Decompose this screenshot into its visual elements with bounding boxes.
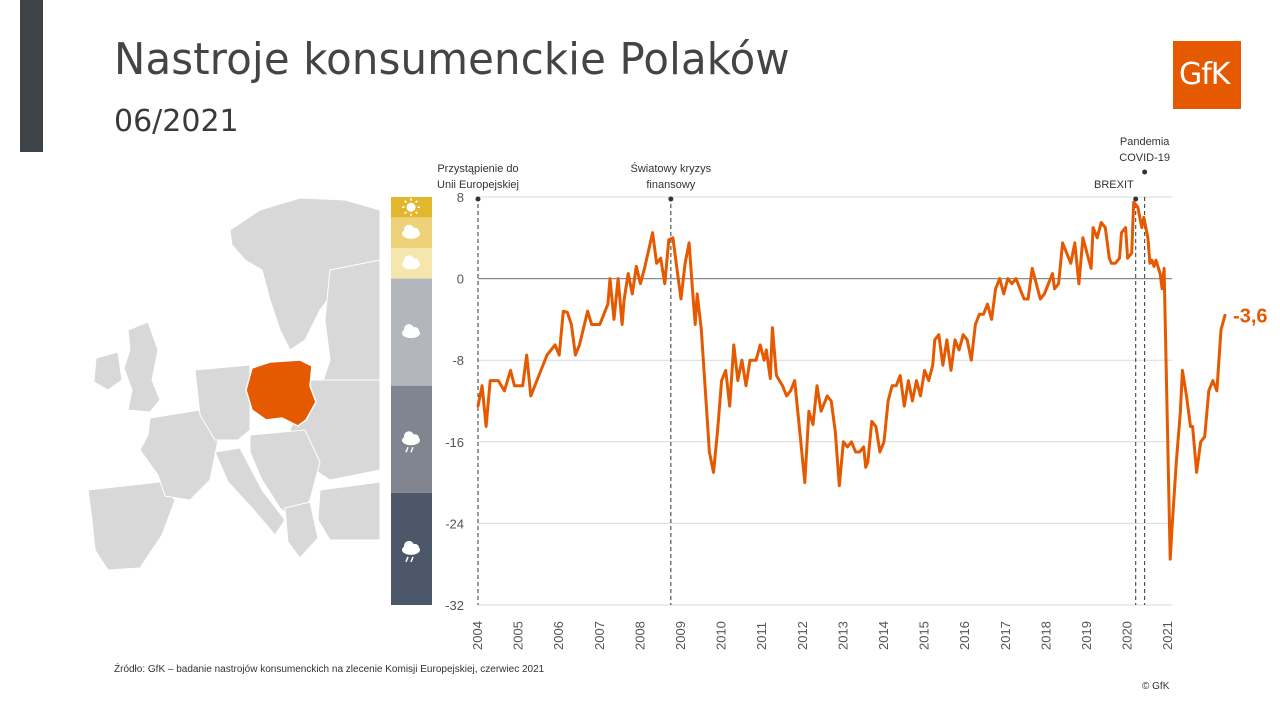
y-axis: 8 0 -8 -16 -24 -32: [445, 190, 464, 613]
x-tick-label: 2010: [714, 621, 729, 650]
x-tick-label: 2007: [592, 621, 607, 650]
rain-cloud-icon: [402, 431, 420, 453]
cloud-top: [411, 327, 419, 336]
storm-cloud-icon: [402, 540, 420, 563]
x-tick-label: 2018: [1038, 621, 1053, 650]
cloud-top: [411, 227, 419, 236]
x-tick-label: 2015: [917, 621, 932, 650]
side-accent-bar: [20, 0, 43, 152]
x-axis: 2004 2005 2006 2007 2008 2009 2010 2011 2012 2013…: [470, 621, 1175, 650]
cloud-icon: [402, 324, 420, 339]
page-subtitle: 06/2021: [114, 104, 239, 139]
gfk-logo: GfK: [1173, 41, 1241, 109]
sun-ray: [404, 211, 407, 215]
x-tick-label: 2017: [998, 621, 1013, 650]
annotation-marker: [1142, 169, 1148, 175]
sun-ray: [404, 200, 407, 204]
rain-drop: [405, 446, 409, 453]
x-tick-label: 2009: [673, 621, 688, 650]
turkey-shape: [317, 481, 380, 541]
y-tick-label: -8: [452, 353, 464, 368]
rain-drop: [405, 556, 409, 563]
logo-text: GfK: [1179, 57, 1230, 92]
annotation-marker: [475, 196, 481, 202]
greece-shape: [284, 501, 319, 559]
rain-drop: [410, 446, 414, 453]
y-tick-label: -24: [445, 516, 464, 531]
x-tick-label: 2016: [957, 621, 972, 650]
rain-drop: [410, 556, 414, 563]
annotation-label: Pandemia: [1120, 136, 1170, 148]
copyright-note: © GfK: [1142, 681, 1170, 692]
annotation-label: Unii Europejskiej: [437, 179, 519, 191]
sun-core: [406, 202, 416, 212]
annotation-label: finansowy: [646, 179, 695, 191]
x-tick-label: 2005: [511, 621, 526, 650]
y-tick-label: 0: [457, 272, 464, 287]
annotation-label: BREXIT: [1094, 179, 1134, 191]
x-tick-label: 2012: [795, 621, 810, 650]
x-tick-label: 2013: [835, 621, 850, 650]
sun-ray: [415, 200, 418, 204]
cloud-top: [411, 258, 419, 267]
scandinavia-shape: [229, 197, 380, 351]
x-tick-label: 2020: [1120, 621, 1135, 650]
y-tick-label: 8: [457, 190, 464, 205]
chart-grid: [478, 196, 1172, 606]
sun-icon: [402, 198, 420, 217]
italy-shape: [214, 447, 286, 536]
poland-shape: [245, 359, 317, 427]
sun-cloud-icon: [402, 224, 420, 239]
sentiment-series-line: [476, 200, 1227, 561]
ireland-shape: [93, 351, 123, 391]
annotation-label: Przystąpienie do: [437, 163, 518, 175]
annotation-marker: [1133, 196, 1139, 202]
y-tick-label: -32: [445, 598, 464, 613]
annotation-marker: [668, 196, 674, 202]
weather-scale: [391, 197, 432, 605]
x-tick-label: 2019: [1079, 621, 1094, 650]
annotation-label: COVID-19: [1119, 152, 1170, 164]
last-value-label: -3,6: [1233, 305, 1267, 327]
x-tick-label: 2014: [876, 621, 891, 650]
europe-map: [87, 197, 380, 571]
x-tick-label: 2008: [632, 621, 647, 650]
x-tick-label: 2006: [551, 621, 566, 650]
page-title: Nastroje konsumenckie Polaków: [114, 34, 790, 85]
event-annotations: Przystąpienie do Unii Europejskiej Światow…: [437, 136, 1170, 605]
x-tick-label: 2004: [470, 621, 485, 650]
x-tick-label: 2011: [754, 622, 769, 650]
source-note: Źródło: GfK – badanie nastrojów konsumen…: [114, 664, 545, 675]
cloud-top: [411, 543, 419, 552]
x-tick-label: 2021: [1160, 621, 1175, 650]
sun-ray: [415, 211, 418, 215]
uk-shape: [123, 321, 161, 413]
cloud-top: [411, 434, 419, 443]
central-europe-shape: [194, 364, 251, 441]
cloud-light-icon: [402, 255, 420, 270]
annotation-label: Światowy kryzys: [631, 162, 712, 175]
y-tick-label: -16: [445, 435, 464, 450]
